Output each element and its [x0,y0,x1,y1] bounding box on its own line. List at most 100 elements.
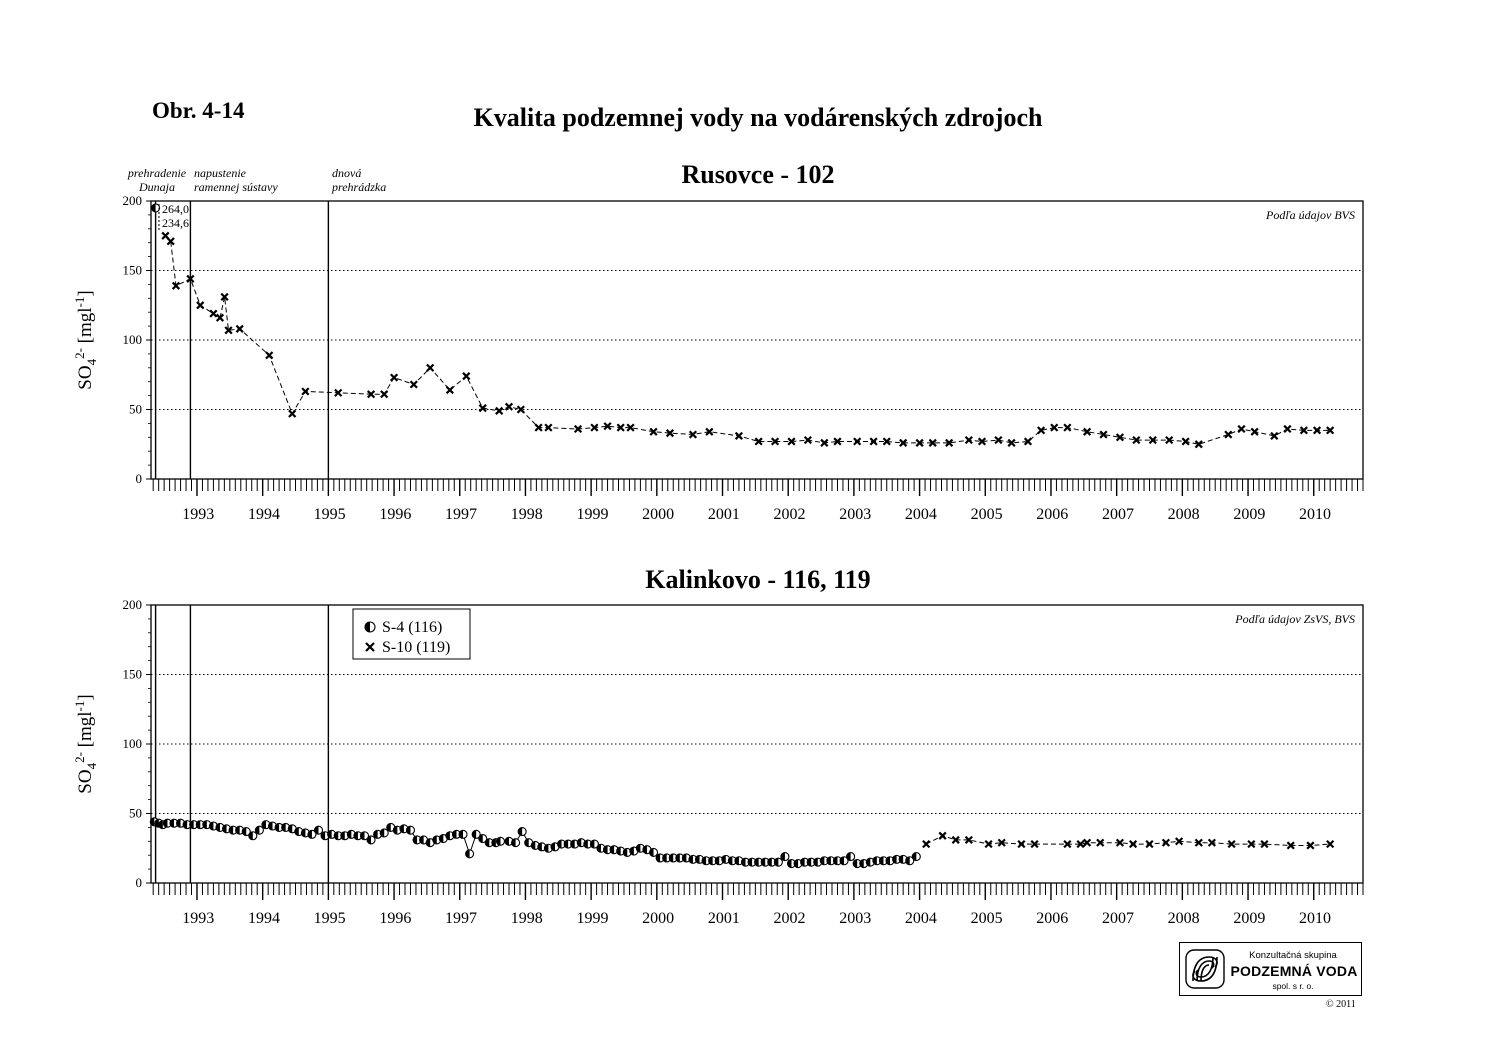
data-point-cross [265,351,274,360]
data-point-cross [1037,426,1046,435]
marker-fill [511,838,516,847]
data-point-cross [951,835,960,844]
chart-kalinkovo: Kalinkovo - 116, 119 Podľa údajov ZsVS, … [72,565,1364,927]
source-note: Podľa údajov ZsVS, BVS [1234,612,1355,626]
data-point-halfcircle [773,857,783,867]
marker-fill [380,828,385,837]
event-label-1-line-2: Dunaja [138,180,175,194]
data-point-halfcircle [583,839,593,849]
marker-fill [728,856,733,865]
marker-fill [780,852,785,861]
data-point-cross [603,422,612,431]
x-tick-label: 2006 [1036,506,1068,523]
data-point-cross [590,423,599,432]
data-point-halfcircle [563,839,573,849]
marker-fill [610,845,615,854]
marker-fill [275,823,280,832]
marker-fill [623,848,628,857]
marker-fill [669,853,674,862]
marker-fill [656,853,661,862]
y-axis-label: SO42- [mgl-1] [72,694,99,793]
x-tick-label: 2004 [905,910,937,927]
data-point-halfcircle [734,856,744,866]
x-tick-label: 2002 [774,506,806,523]
data-point-cross [833,437,842,446]
data-point-cross [1129,840,1138,849]
data-point-cross [922,840,931,849]
series-line [165,235,1331,445]
data-point-cross [445,385,454,395]
data-point-cross [938,831,947,840]
data-point-cross [301,387,310,396]
data-point-cross [1227,840,1236,849]
figure-label: Obr. 4-14 [152,98,245,123]
data-point-cross [705,427,714,436]
data-point-halfcircle [432,835,442,845]
data-point-halfcircle [780,852,790,862]
marker-fill [445,831,450,840]
x-tick-label: 2004 [905,506,937,523]
data-point-halfcircle [905,856,915,866]
data-point-halfcircle [300,828,310,838]
data-point-cross [478,404,487,413]
data-point-cross [977,437,987,446]
legend-cross-marker [365,642,375,652]
x-tick-label: 1999 [576,506,608,523]
data-point-cross [544,423,553,432]
data-point-halfcircle [425,838,435,848]
marker-fill [209,822,214,831]
y-tick-label: 100 [123,332,143,347]
data-point-halfcircle [543,843,553,853]
data-point-cross [215,313,225,322]
x-tick-label: 1996 [379,506,411,523]
data-point-cross [1299,426,1308,435]
marker-fill [826,856,831,865]
data-point-halfcircle [379,828,389,838]
marker-fill [754,858,759,867]
marker-fill [616,847,621,856]
marker-fill [242,827,247,836]
marker-fill [189,820,194,829]
data-point-cross [1148,436,1157,445]
data-point-cross [945,438,954,447]
data-point-cross [1063,840,1072,849]
marker-fill [675,853,680,862]
data-point-halfcircle [596,843,606,853]
y-tick-label: 150 [123,263,143,278]
y-tick-label: 200 [123,597,143,612]
data-point-halfcircle [221,824,232,834]
data-point-cross [186,274,195,283]
marker-fill [158,820,163,829]
marker-fill [365,622,370,632]
marker-fill [235,826,240,835]
data-point-cross [1207,838,1216,847]
marker-fill [347,830,352,839]
marker-fill [373,830,378,839]
x-tick-label: 1998 [511,910,543,927]
marker-fill [846,852,851,861]
data-point-cross [1007,438,1016,447]
marker-fill [150,817,155,826]
data-point-halfcircle [327,829,337,839]
data-point-cross [1145,840,1154,849]
y-tick-label: 200 [123,193,143,208]
x-tick-label: 2001 [708,506,740,523]
marker-fill [794,859,799,868]
data-point-cross [209,309,218,318]
data-point-halfcircle [740,857,751,867]
marker-fill [741,858,746,867]
y-tick-label: 0 [136,471,143,486]
marker-fill [787,859,792,868]
marker-fill [151,203,156,212]
data-point-cross [1017,840,1026,849]
marker-fill [169,819,174,828]
marker-fill [774,858,779,867]
marker-fill [202,820,207,829]
marker-fill [761,858,766,867]
data-point-cross [1115,838,1125,847]
logo-line-2: PODZEMNÁ VODA [1230,963,1358,979]
marker-fill [281,823,286,832]
marker-fill [268,822,273,831]
legend-label-s4: S-4 (116) [382,619,442,636]
